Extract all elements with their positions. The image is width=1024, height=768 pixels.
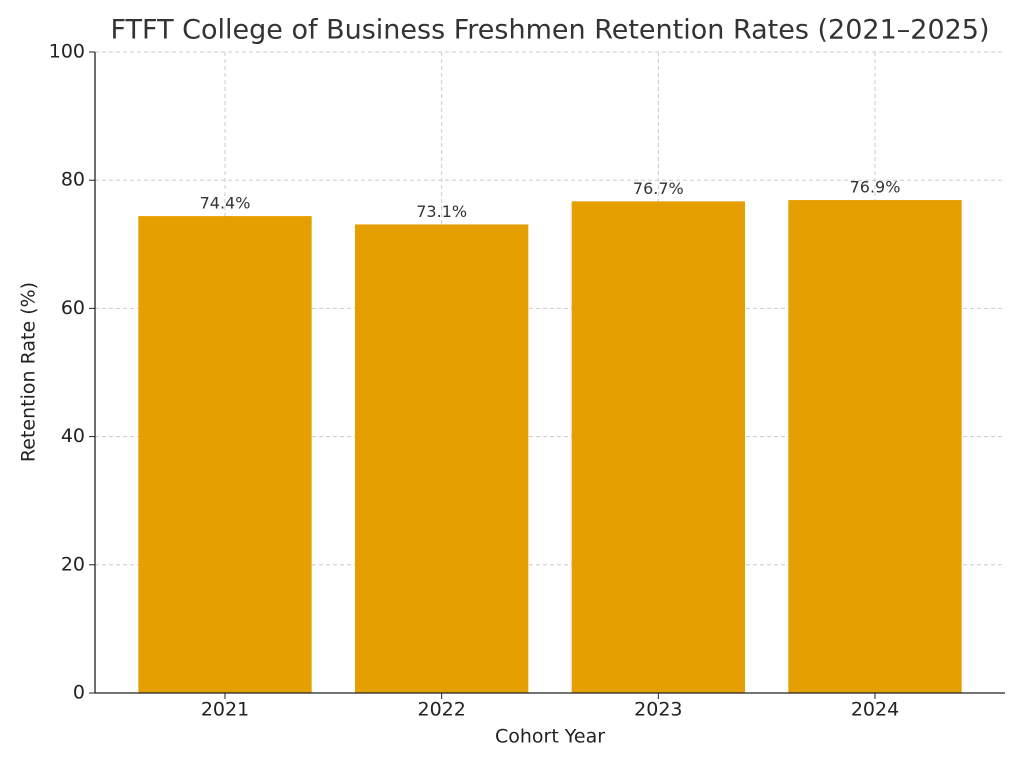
x-tick-label: 2023 <box>634 699 682 721</box>
x-axis-label: Cohort Year <box>495 726 605 748</box>
value-label: 74.4% <box>200 194 251 213</box>
y-tick-label: 0 <box>73 682 85 704</box>
y-axis-label: Retention Rate (%) <box>18 282 40 462</box>
x-tick-label: 2024 <box>851 699 899 721</box>
chart-title: FTFT College of Business Freshmen Retent… <box>110 15 989 46</box>
value-label: 76.7% <box>633 179 684 198</box>
y-tick-label: 100 <box>49 41 85 63</box>
bar <box>355 224 529 693</box>
y-tick-label: 80 <box>61 169 85 191</box>
y-tick-label: 60 <box>61 297 85 319</box>
x-tick-label: 2022 <box>417 699 465 721</box>
value-label: 76.9% <box>850 178 901 197</box>
y-tick-label: 40 <box>61 425 85 447</box>
y-tick-label: 20 <box>61 553 85 575</box>
bar <box>788 200 962 694</box>
bar <box>571 201 745 693</box>
bar <box>138 216 312 693</box>
value-label: 73.1% <box>416 202 467 221</box>
x-tick-label: 2021 <box>201 699 249 721</box>
